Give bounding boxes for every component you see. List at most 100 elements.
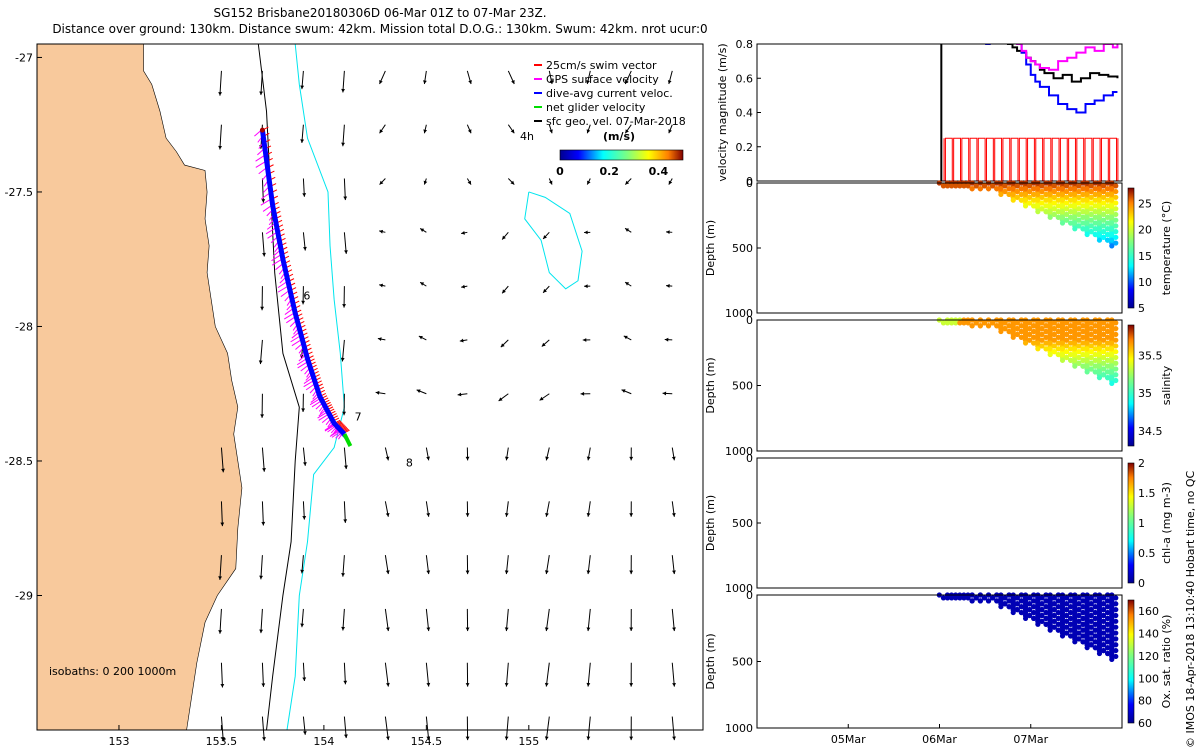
sfc-arrow-54-head [386, 456, 390, 460]
sfc-arrow-11-shaft [262, 232, 264, 256]
sfc-arrow-19 [261, 663, 265, 687]
sfc-arrow-18-shaft [261, 609, 263, 633]
sfc-arrow-50-head [379, 230, 383, 234]
sfc-arrow-116-head [584, 284, 588, 288]
velocity-ylabel: velocity magnitude (m/s) [716, 43, 729, 181]
sfc-arrow-48 [380, 125, 386, 134]
day-label-2: 8 [406, 456, 413, 469]
sfc-arrow-43 [341, 555, 345, 577]
copyright-note: © IMOS 18-Apr-2018 13:10:40 Hobart time,… [1180, 430, 1200, 750]
profile-ytick-label-2-0: 0 [746, 177, 753, 190]
gps-vec-5 [256, 161, 266, 167]
velocity-ytick-label-4: 0.8 [736, 38, 754, 51]
sfc-arrow-94 [505, 501, 509, 516]
sfc-arrow-89 [502, 232, 508, 239]
sfc-arrow-35 [341, 125, 345, 147]
sfc-arrow-42-head [343, 519, 347, 523]
profile-cbar-tick-2-2: 15 [1138, 250, 1152, 263]
profile-cbar-label-5: Ox. sat. ratio (%) [1160, 615, 1173, 709]
sfc-arrow-83-head [466, 628, 470, 632]
sfc-arrow-71-shaft [426, 663, 428, 687]
sfc-arrow-55-head [386, 513, 390, 517]
sfc-arrow-67 [426, 448, 430, 461]
sfc-arrow-122-head [587, 627, 591, 631]
sfc-arrow-12-head [260, 307, 264, 311]
sfc-arrow-55 [385, 501, 389, 516]
sfc-arrow-58 [385, 663, 389, 687]
sfc-arrow-136 [629, 663, 633, 687]
sfc-arrow-105 [540, 394, 550, 401]
profile-ylabel-5: Depth (m) [704, 633, 717, 689]
sfc-arrow-45-head [343, 681, 347, 685]
sfc-arrow-6-head [220, 684, 224, 688]
sfc-arrow-80 [466, 448, 470, 461]
sfc-arrow-141 [666, 230, 672, 234]
map-ytick-label-1: -27.5 [5, 186, 33, 199]
sfc-arrow-37-head [344, 250, 348, 254]
profile-ylabel-2: Depth (m) [704, 220, 717, 276]
sfc-arrow-63 [420, 228, 426, 232]
profile-ytick-label-3-0: 0 [746, 314, 753, 327]
gps-vec-23 [272, 255, 282, 261]
sfc-arrow-110-shaft [546, 663, 549, 687]
sfc-arrow-92 [499, 394, 509, 401]
sfc-arrow-6 [220, 663, 224, 688]
sfc-arrow-76 [461, 231, 467, 235]
sfc-arrow-27-head [301, 408, 305, 412]
sfc-arrow-15 [262, 448, 266, 472]
sfc-arrow-148 [672, 609, 676, 631]
sfc-arrow-1 [218, 125, 222, 150]
map-xtick-label-3: 154.5 [411, 735, 443, 748]
copyright-text: © IMOS 18-Apr-2018 13:10:40 Hobart time,… [1184, 470, 1197, 748]
sfc-arrow-133-head [629, 513, 633, 517]
sfc-arrow-134 [629, 555, 633, 574]
track-line [262, 130, 344, 434]
sfc-arrow-13 [259, 340, 263, 364]
sfc-arrow-0-shaft [220, 71, 222, 96]
sfc-arrow-68 [426, 501, 430, 516]
sfc-arrow-140 [669, 179, 672, 185]
sfc-arrow-82 [466, 555, 470, 574]
sfc-arrow-61 [423, 125, 427, 134]
sfc-arrow-138 [668, 71, 672, 84]
profile-cbar-tick-5-0: 60 [1138, 717, 1152, 730]
sfc-arrow-134-head [629, 571, 633, 575]
sfc-arrow-128 [625, 228, 631, 232]
profile-ytick-label-5-2: 1000 [725, 722, 753, 735]
sfc-arrow-98-shaft [506, 717, 508, 741]
profile-cbar-tick-4-4: 2 [1138, 457, 1145, 470]
profile-cbar-tick-5-5: 160 [1138, 605, 1159, 618]
sfc-arrow-70 [426, 609, 430, 631]
sfc-arrow-15-shaft [262, 448, 264, 472]
sfc-arrow-30 [300, 555, 304, 573]
velocity-series [941, 35, 1118, 181]
sfc-arrow-46-head [344, 734, 348, 738]
sfc-arrow-96 [505, 609, 509, 631]
sfc-arrow-132-head [629, 457, 633, 461]
sfc-arrow-93 [505, 448, 509, 461]
sfc-arrow-123-shaft [588, 663, 590, 687]
profile-dot-5-420 [1109, 657, 1114, 662]
sfc-arrow-5 [218, 609, 222, 634]
sfc-arrow-51-head [379, 284, 383, 288]
sfc-arrow-103 [543, 286, 549, 293]
sfc-arrow-31-head [300, 624, 304, 628]
sfc-arrow-84 [466, 663, 470, 687]
sfc-arrow-74 [467, 125, 471, 134]
sfc-arrow-82-head [466, 571, 470, 575]
sfc-arrow-17-shaft [261, 555, 263, 579]
sfc-arrow-144-head [663, 392, 667, 396]
legend-label-4: sfc geo. vel. 07-Mar-2018 [546, 115, 686, 128]
legend-label-2: dive-avg current veloc. [546, 87, 673, 100]
sfc-arrow-13-shaft [260, 340, 262, 364]
day-label-1: 7 [355, 411, 362, 424]
profile-cbar-tick-2-1: 10 [1138, 276, 1152, 289]
sfc-arrow-19-head [261, 683, 265, 687]
profile-cbar-tick-4-1: 0.5 [1138, 547, 1156, 560]
profile-cbar-label-3: salinity [1160, 365, 1173, 405]
profile-colorbar-3 [1128, 325, 1134, 446]
profile-ytick-label-3-1: 500 [732, 380, 753, 393]
sfc-arrow-30-head [300, 570, 304, 574]
